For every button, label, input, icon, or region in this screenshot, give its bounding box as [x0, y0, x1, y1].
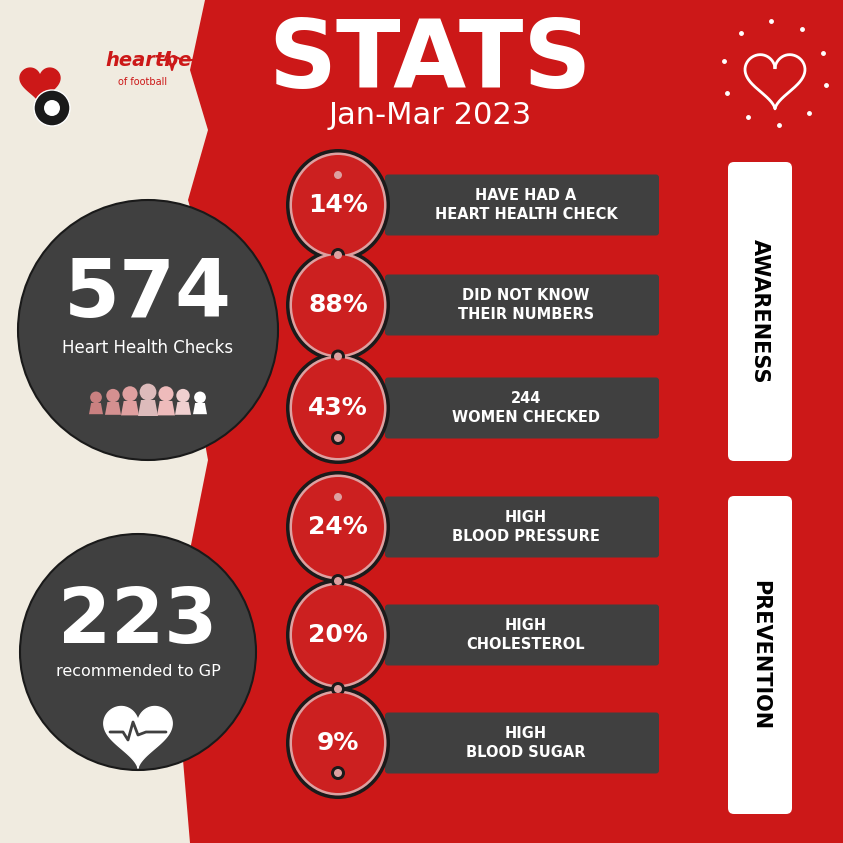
Text: 24%: 24% [309, 515, 368, 539]
Polygon shape [193, 403, 207, 414]
FancyBboxPatch shape [385, 497, 659, 557]
Circle shape [158, 386, 174, 401]
Polygon shape [121, 401, 139, 416]
Ellipse shape [286, 579, 390, 691]
Text: Jan-Mar 2023: Jan-Mar 2023 [329, 100, 532, 130]
Text: recommended to GP: recommended to GP [56, 664, 220, 679]
Text: HIGH
CHOLESTEROL: HIGH CHOLESTEROL [467, 618, 585, 652]
Circle shape [140, 384, 157, 400]
Ellipse shape [292, 155, 384, 255]
Text: 14%: 14% [308, 193, 368, 217]
Circle shape [331, 766, 345, 780]
FancyBboxPatch shape [385, 378, 659, 438]
Polygon shape [104, 706, 172, 768]
Circle shape [20, 534, 256, 770]
Ellipse shape [286, 687, 390, 799]
Ellipse shape [286, 149, 390, 261]
Ellipse shape [286, 352, 390, 464]
Text: Heart Health Checks: Heart Health Checks [62, 339, 234, 357]
Circle shape [334, 434, 342, 442]
Text: PREVENTION: PREVENTION [750, 580, 770, 730]
FancyBboxPatch shape [728, 496, 792, 814]
Polygon shape [105, 402, 121, 415]
Ellipse shape [292, 693, 384, 793]
Ellipse shape [292, 585, 384, 685]
Circle shape [18, 200, 278, 460]
Polygon shape [157, 401, 175, 416]
Circle shape [106, 389, 120, 402]
Ellipse shape [292, 255, 384, 355]
Polygon shape [89, 403, 103, 414]
Ellipse shape [292, 477, 384, 577]
Circle shape [334, 493, 342, 501]
FancyBboxPatch shape [385, 175, 659, 235]
Ellipse shape [289, 153, 386, 257]
Text: 9%: 9% [317, 731, 359, 755]
Text: 20%: 20% [308, 623, 368, 647]
Text: of football: of football [118, 77, 167, 87]
FancyBboxPatch shape [385, 712, 659, 774]
Text: DID NOT KNOW
THEIR NUMBERS: DID NOT KNOW THEIR NUMBERS [458, 287, 594, 322]
Circle shape [90, 391, 102, 403]
Ellipse shape [289, 583, 386, 688]
Ellipse shape [289, 356, 386, 460]
Ellipse shape [289, 690, 386, 796]
Ellipse shape [289, 253, 386, 357]
Circle shape [44, 100, 60, 116]
Text: 223: 223 [58, 585, 217, 659]
Text: 244
WOMEN CHECKED: 244 WOMEN CHECKED [452, 390, 600, 426]
Circle shape [194, 391, 206, 403]
Ellipse shape [289, 475, 386, 579]
Text: heartbeat: heartbeat [105, 51, 214, 69]
Text: 574: 574 [64, 256, 232, 334]
Text: HIGH
BLOOD PRESSURE: HIGH BLOOD PRESSURE [452, 510, 600, 545]
Circle shape [176, 389, 190, 402]
Text: STATS: STATS [268, 16, 592, 108]
Circle shape [334, 251, 342, 259]
Circle shape [334, 577, 342, 585]
Text: 88%: 88% [309, 293, 368, 317]
Circle shape [331, 431, 345, 445]
Text: AWARENESS: AWARENESS [750, 239, 770, 384]
Circle shape [331, 682, 345, 696]
Circle shape [34, 90, 70, 126]
FancyBboxPatch shape [385, 604, 659, 665]
Circle shape [334, 769, 342, 777]
Polygon shape [138, 400, 158, 416]
Circle shape [331, 490, 345, 504]
Polygon shape [0, 0, 210, 843]
Polygon shape [175, 402, 191, 415]
Circle shape [334, 352, 342, 361]
Circle shape [331, 248, 345, 262]
Text: HIGH
BLOOD SUGAR: HIGH BLOOD SUGAR [466, 726, 586, 760]
Text: 43%: 43% [309, 396, 368, 420]
Circle shape [122, 386, 137, 401]
Circle shape [331, 168, 345, 182]
Ellipse shape [292, 358, 384, 458]
FancyBboxPatch shape [728, 162, 792, 461]
Ellipse shape [286, 471, 390, 583]
Polygon shape [20, 68, 60, 105]
Ellipse shape [286, 249, 390, 361]
Circle shape [334, 171, 342, 179]
FancyBboxPatch shape [385, 275, 659, 336]
Circle shape [334, 685, 342, 693]
Text: HAVE HAD A
HEART HEALTH CHECK: HAVE HAD A HEART HEALTH CHECK [435, 188, 617, 223]
Circle shape [331, 350, 345, 363]
Circle shape [331, 574, 345, 588]
